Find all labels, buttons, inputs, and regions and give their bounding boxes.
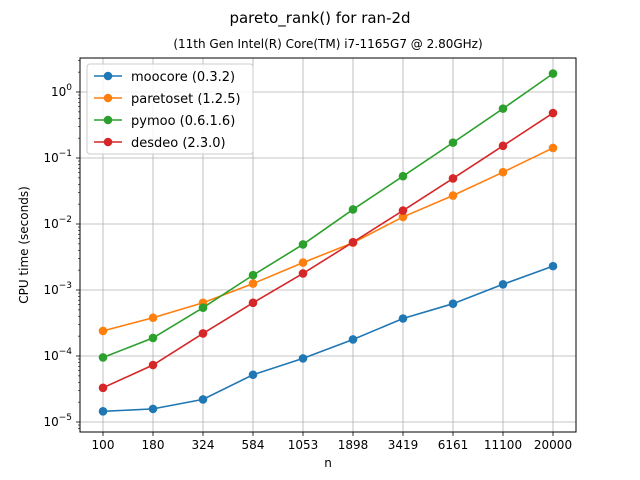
data-point: [498, 141, 508, 151]
y-tick-base: 10: [51, 85, 66, 99]
data-point: [448, 191, 458, 200]
y-tick-base: 10: [43, 151, 58, 165]
y-tick-exponent: −2: [59, 215, 72, 225]
y-axis-label: CPU time (seconds): [17, 186, 31, 304]
legend-marker: [103, 71, 113, 81]
y-tick-base: 10: [43, 217, 58, 231]
data-point: [148, 313, 158, 323]
data-point: [98, 326, 108, 336]
legend-box: [86, 63, 254, 155]
data-point: [148, 333, 158, 343]
legend-entry: pymoo (0.6.1.6): [94, 114, 235, 129]
data-point: [248, 279, 258, 288]
legend-label: desdeo (2.3.0): [131, 136, 226, 151]
y-tick-label: 10−2: [43, 215, 72, 231]
chart-subtitle: (11th Gen Intel(R) Core(TM) i7-1165G7 @ …: [173, 37, 482, 51]
data-point: [498, 104, 508, 113]
data-point: [98, 407, 108, 416]
series-0: [98, 261, 558, 416]
y-tick-label: 10−4: [43, 347, 72, 363]
x-axis: 100 180 324 584 1053 1898 3419 6161 11100 20000: [92, 432, 572, 452]
x-axis-label: n: [324, 456, 332, 470]
legend-label: pymoo (0.6.1.6): [131, 114, 235, 129]
series-line: [102, 112, 554, 389]
data-point: [98, 383, 108, 393]
data-point: [248, 370, 258, 380]
series-layer: [98, 69, 558, 416]
x-tick-label: 1898: [338, 438, 369, 452]
data-point: [548, 143, 558, 153]
x-tick-label: 11100: [484, 438, 522, 452]
data-point: [548, 261, 558, 271]
data-point: [98, 353, 108, 362]
series-line: [102, 72, 554, 359]
data-point: [448, 138, 458, 147]
y-tick-label: 10−5: [43, 413, 72, 429]
data-point: [398, 171, 408, 181]
y-tick-base: 10: [43, 349, 58, 363]
plot-area-frame: [79, 57, 577, 433]
data-point: [148, 360, 158, 370]
data-point: [198, 303, 208, 312]
y-tick-base: 10: [43, 283, 58, 297]
series-3: [98, 108, 558, 393]
x-tick-label: 584: [242, 438, 265, 452]
data-point: [148, 404, 158, 414]
data-point: [348, 205, 358, 214]
x-tick-label: 1053: [288, 438, 319, 452]
y-tick-label: 100: [51, 83, 72, 99]
legend-entry: desdeo (2.3.0): [94, 136, 226, 151]
data-point: [398, 212, 408, 222]
x-tick-label: 100: [92, 438, 115, 452]
data-point: [198, 395, 208, 404]
data-point: [448, 174, 458, 183]
y-tick-exponent: −4: [59, 347, 73, 357]
data-point: [298, 240, 308, 249]
data-point: [548, 108, 558, 118]
y-tick-base: 10: [43, 415, 58, 429]
data-point: [498, 280, 508, 289]
x-tick-label: 324: [192, 438, 215, 452]
series-line: [102, 265, 554, 413]
data-point: [348, 335, 358, 344]
legend-label: paretoset (1.2.5): [131, 92, 241, 107]
data-point: [398, 206, 408, 215]
data-point: [248, 298, 258, 308]
data-point: [298, 354, 308, 363]
x-tick-label: 20000: [534, 438, 572, 452]
legend-marker: [103, 93, 113, 103]
series-line: [102, 147, 554, 332]
series-2: [98, 69, 558, 362]
data-point: [448, 299, 458, 309]
data-point: [248, 270, 258, 280]
y-tick-label: 10−1: [43, 149, 72, 165]
data-point: [398, 314, 408, 323]
legend: moocore (0.3.2) paretoset (1.2.5) pymoo (0…: [86, 63, 254, 155]
data-point: [298, 258, 308, 267]
y-tick-exponent: 0: [66, 83, 72, 93]
data-point: [548, 69, 558, 78]
y-axis: 10−510−410−310−210−1100: [43, 60, 80, 429]
legend-label: moocore (0.3.2): [131, 70, 235, 85]
x-tick-label: 3419: [388, 438, 419, 452]
legend-entry: paretoset (1.2.5): [94, 92, 241, 107]
data-point: [298, 269, 308, 278]
y-tick-exponent: −1: [59, 149, 72, 159]
x-tick-label: 6161: [438, 438, 469, 452]
data-point: [348, 237, 358, 247]
legend-entry: moocore (0.3.2): [94, 70, 235, 85]
legend-marker: [103, 115, 113, 125]
data-point: [498, 167, 508, 177]
legend-marker: [103, 137, 113, 147]
y-tick-label: 10−3: [43, 281, 72, 297]
y-tick-exponent: −3: [59, 281, 72, 291]
data-point: [198, 329, 208, 338]
y-tick-exponent: −5: [59, 413, 72, 423]
chart-title: pareto_rank() for ran-2d: [229, 9, 410, 28]
x-tick-label: 180: [142, 438, 165, 452]
